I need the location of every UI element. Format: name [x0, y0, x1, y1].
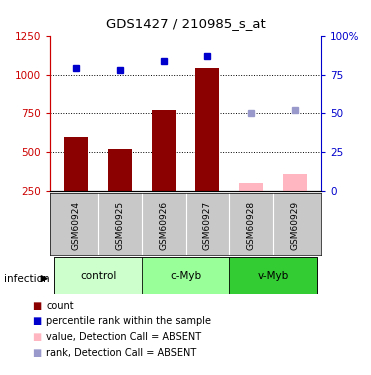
Text: GSM60924: GSM60924	[72, 201, 81, 250]
Bar	[283, 174, 307, 191]
Text: rank, Detection Call = ABSENT: rank, Detection Call = ABSENT	[46, 348, 197, 358]
Bar	[142, 257, 229, 294]
Text: GSM60925: GSM60925	[115, 201, 125, 250]
Text: v-Myb: v-Myb	[257, 271, 289, 280]
Bar	[239, 183, 263, 191]
Text: percentile rank within the sample: percentile rank within the sample	[46, 316, 211, 326]
Text: ■: ■	[33, 301, 42, 310]
Text: count: count	[46, 301, 74, 310]
Text: control: control	[80, 271, 116, 280]
Text: ■: ■	[33, 332, 42, 342]
Text: ■: ■	[33, 348, 42, 358]
Bar	[64, 137, 88, 191]
Bar	[152, 110, 176, 191]
Text: GSM60926: GSM60926	[159, 201, 168, 250]
Text: c-Myb: c-Myb	[170, 271, 201, 280]
Text: GSM60927: GSM60927	[203, 201, 212, 250]
Bar	[195, 68, 219, 191]
Text: value, Detection Call = ABSENT: value, Detection Call = ABSENT	[46, 332, 201, 342]
Text: infection: infection	[4, 274, 50, 284]
Text: GSM60928: GSM60928	[246, 201, 256, 250]
Text: GDS1427 / 210985_s_at: GDS1427 / 210985_s_at	[106, 17, 265, 30]
Bar	[55, 257, 142, 294]
Bar	[229, 257, 316, 294]
Text: ■: ■	[33, 316, 42, 326]
Text: GSM60929: GSM60929	[290, 201, 299, 250]
Bar	[108, 149, 132, 191]
